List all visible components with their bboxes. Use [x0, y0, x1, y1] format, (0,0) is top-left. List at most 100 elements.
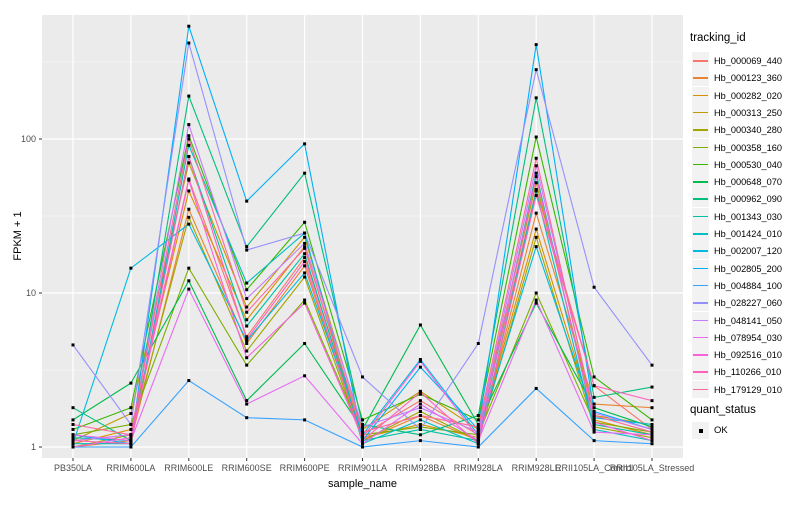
data-point[interactable]	[418, 359, 422, 363]
data-point[interactable]	[303, 374, 307, 378]
data-point[interactable]	[187, 287, 191, 291]
data-point[interactable]	[592, 384, 596, 388]
data-point[interactable]	[418, 357, 422, 361]
legend-entry-Hb_000340_280[interactable]: Hb_000340_280	[692, 121, 800, 139]
data-point[interactable]	[476, 436, 480, 440]
legend-entry-Hb_048141_050[interactable]: Hb_048141_050	[692, 311, 800, 329]
data-point[interactable]	[129, 439, 133, 443]
data-point[interactable]	[129, 445, 133, 449]
data-point[interactable]	[245, 288, 249, 292]
data-point[interactable]	[592, 427, 596, 431]
legend-entry-Hb_000648_070[interactable]: Hb_000648_070	[692, 173, 800, 191]
data-point[interactable]	[129, 422, 133, 426]
data-point[interactable]	[592, 410, 596, 414]
legend-entry-Hb_110266_010[interactable]: Hb_110266_010	[692, 363, 800, 381]
data-point[interactable]	[129, 406, 133, 410]
data-point[interactable]	[534, 193, 538, 197]
data-point[interactable]	[534, 96, 538, 100]
data-point[interactable]	[592, 411, 596, 415]
data-point[interactable]	[534, 227, 538, 231]
legend-entry-Hb_000069_440[interactable]: Hb_000069_440	[692, 52, 800, 69]
legend-entry-quant-ok[interactable]: OK	[692, 422, 792, 439]
data-point[interactable]	[245, 416, 249, 420]
data-point[interactable]	[534, 301, 538, 305]
data-point[interactable]	[129, 412, 133, 416]
data-point[interactable]	[361, 422, 364, 426]
data-point[interactable]	[361, 418, 364, 422]
data-point[interactable]	[71, 343, 75, 347]
legend-entry-Hb_001343_030[interactable]: Hb_001343_030	[692, 207, 800, 225]
data-point[interactable]	[245, 363, 249, 367]
data-point[interactable]	[245, 305, 249, 309]
data-point[interactable]	[476, 418, 480, 422]
data-point[interactable]	[650, 399, 654, 403]
data-point[interactable]	[303, 252, 307, 256]
data-point[interactable]	[71, 439, 75, 443]
data-point[interactable]	[592, 285, 596, 289]
data-point[interactable]	[534, 245, 538, 249]
data-point[interactable]	[303, 264, 307, 268]
data-point[interactable]	[187, 189, 191, 193]
data-point[interactable]	[650, 406, 654, 410]
data-point[interactable]	[361, 430, 364, 434]
data-point[interactable]	[534, 156, 538, 160]
data-point[interactable]	[476, 430, 480, 434]
data-point[interactable]	[129, 381, 133, 385]
data-point[interactable]	[418, 418, 422, 422]
data-point[interactable]	[418, 399, 422, 403]
data-point[interactable]	[129, 442, 133, 446]
data-point[interactable]	[650, 363, 654, 367]
data-point[interactable]	[592, 422, 596, 426]
data-point[interactable]	[129, 427, 133, 431]
data-point[interactable]	[534, 211, 538, 215]
data-point[interactable]	[303, 241, 307, 245]
legend-entry-Hb_000123_360[interactable]: Hb_000123_360	[692, 69, 800, 87]
data-point[interactable]	[534, 189, 538, 193]
data-point[interactable]	[245, 399, 249, 403]
data-point[interactable]	[245, 335, 249, 339]
data-point[interactable]	[592, 395, 596, 399]
data-point[interactable]	[650, 418, 654, 422]
data-point[interactable]	[534, 386, 538, 390]
data-point[interactable]	[361, 436, 364, 440]
data-point[interactable]	[71, 445, 75, 449]
data-point[interactable]	[303, 298, 307, 302]
data-point[interactable]	[71, 418, 75, 422]
legend-entry-Hb_001424_010[interactable]: Hb_001424_010	[692, 225, 800, 242]
data-point[interactable]	[418, 427, 422, 431]
legend-entry-Hb_002007_120[interactable]: Hb_002007_120	[692, 242, 800, 260]
data-point[interactable]	[418, 392, 422, 396]
data-point[interactable]	[245, 349, 249, 353]
legend-entry-Hb_028227_060[interactable]: Hb_028227_060	[692, 294, 800, 312]
data-point[interactable]	[303, 235, 307, 239]
data-point[interactable]	[245, 248, 249, 252]
data-point[interactable]	[187, 137, 191, 141]
data-point[interactable]	[418, 365, 422, 369]
data-point[interactable]	[187, 134, 191, 138]
data-point[interactable]	[245, 310, 249, 314]
data-point[interactable]	[129, 266, 133, 270]
data-point[interactable]	[71, 442, 75, 446]
data-point[interactable]	[650, 425, 654, 429]
data-point[interactable]	[418, 406, 422, 410]
data-point[interactable]	[245, 245, 249, 249]
data-point[interactable]	[303, 142, 307, 146]
data-point[interactable]	[592, 406, 596, 410]
data-point[interactable]	[592, 414, 596, 418]
data-point[interactable]	[303, 246, 307, 250]
data-point[interactable]	[650, 439, 654, 443]
data-point[interactable]	[245, 281, 249, 285]
data-point[interactable]	[187, 207, 191, 211]
data-point[interactable]	[534, 291, 538, 295]
data-point[interactable]	[650, 433, 654, 437]
data-point[interactable]	[418, 402, 422, 406]
data-point[interactable]	[476, 425, 480, 429]
data-point[interactable]	[303, 275, 307, 279]
data-point[interactable]	[245, 324, 249, 328]
data-point[interactable]	[303, 171, 307, 175]
data-point[interactable]	[361, 442, 364, 446]
data-point[interactable]	[534, 298, 538, 302]
legend-entry-Hb_179129_010[interactable]: Hb_179129_010	[692, 380, 800, 398]
data-point[interactable]	[592, 375, 596, 379]
data-point[interactable]	[187, 94, 191, 98]
